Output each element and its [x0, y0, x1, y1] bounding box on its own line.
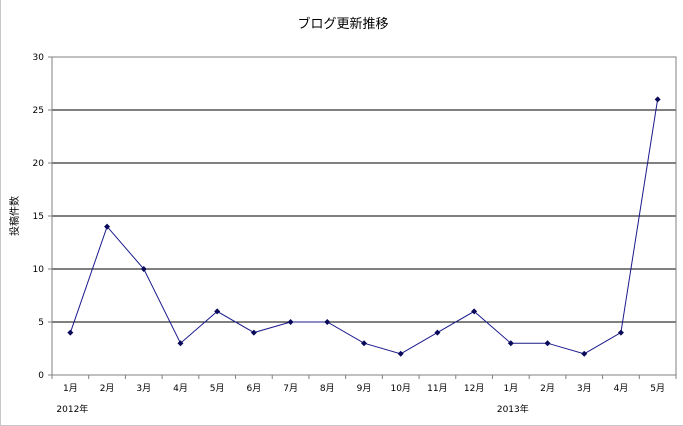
y-tick-labels: 0 5 10 15 20 25 30	[33, 53, 45, 381]
data-point	[397, 350, 404, 357]
y-tick-label: 25	[33, 106, 44, 116]
y-tick-label: 5	[38, 318, 44, 328]
x-tick-labels: 1月 2月 3月 4月 5月 6月 7月 8月 9月 10月 11月 12月 1月 2月 3月 4月 5月	[63, 383, 665, 394]
y-tick-label: 0	[38, 371, 44, 381]
year-label: 2012年	[56, 403, 88, 415]
x-tick-label: 5月	[650, 383, 665, 394]
data-point	[434, 329, 441, 336]
year-label: 2013年	[497, 403, 529, 415]
x-tick-label: 2月	[100, 383, 115, 394]
data-point	[214, 308, 221, 315]
y-tick-label: 30	[33, 53, 45, 63]
x-tick-label: 3月	[577, 383, 592, 394]
x-tick-label: 7月	[283, 383, 298, 394]
y-tick-label: 15	[33, 212, 44, 222]
x-tick-label: 1月	[63, 383, 78, 394]
x-tick-label: 3月	[136, 383, 151, 394]
data-point	[67, 329, 74, 336]
x-tick-label: 2月	[540, 383, 555, 394]
x-tick-label: 12月	[464, 383, 484, 394]
data-point	[544, 340, 551, 347]
x-tick-label: 1月	[503, 383, 518, 394]
x-tick-label: 6月	[247, 383, 262, 394]
x-tick-label: 4月	[173, 383, 188, 394]
x-tick-label: 10月	[390, 383, 410, 394]
data-point	[471, 308, 478, 315]
data-point	[104, 223, 111, 230]
data-point	[654, 96, 661, 103]
x-tick-label: 5月	[210, 383, 225, 394]
gridlines	[52, 56, 676, 323]
year-labels: 2012年 2013年	[56, 403, 528, 415]
x-tick-label: 8月	[320, 383, 335, 394]
data-point	[177, 340, 184, 347]
data-point	[250, 329, 257, 336]
data-point	[581, 350, 588, 357]
series-line	[69, 99, 659, 355]
x-tick-label: 4月	[614, 383, 629, 394]
data-point	[324, 319, 331, 325]
axes	[48, 56, 677, 379]
x-tick-label: 9月	[357, 383, 372, 394]
data-point	[507, 340, 514, 347]
data-point	[140, 266, 147, 272]
data-point	[361, 340, 367, 347]
chart-title: ブログ更新推移	[297, 16, 388, 32]
data-point	[287, 319, 294, 325]
data-point	[617, 329, 624, 336]
y-tick-label: 20	[33, 159, 45, 169]
x-tick-label: 11月	[427, 383, 447, 394]
series	[67, 96, 661, 357]
y-axis-label: 投稿件数	[8, 196, 21, 236]
y-tick-label: 10	[33, 265, 45, 275]
